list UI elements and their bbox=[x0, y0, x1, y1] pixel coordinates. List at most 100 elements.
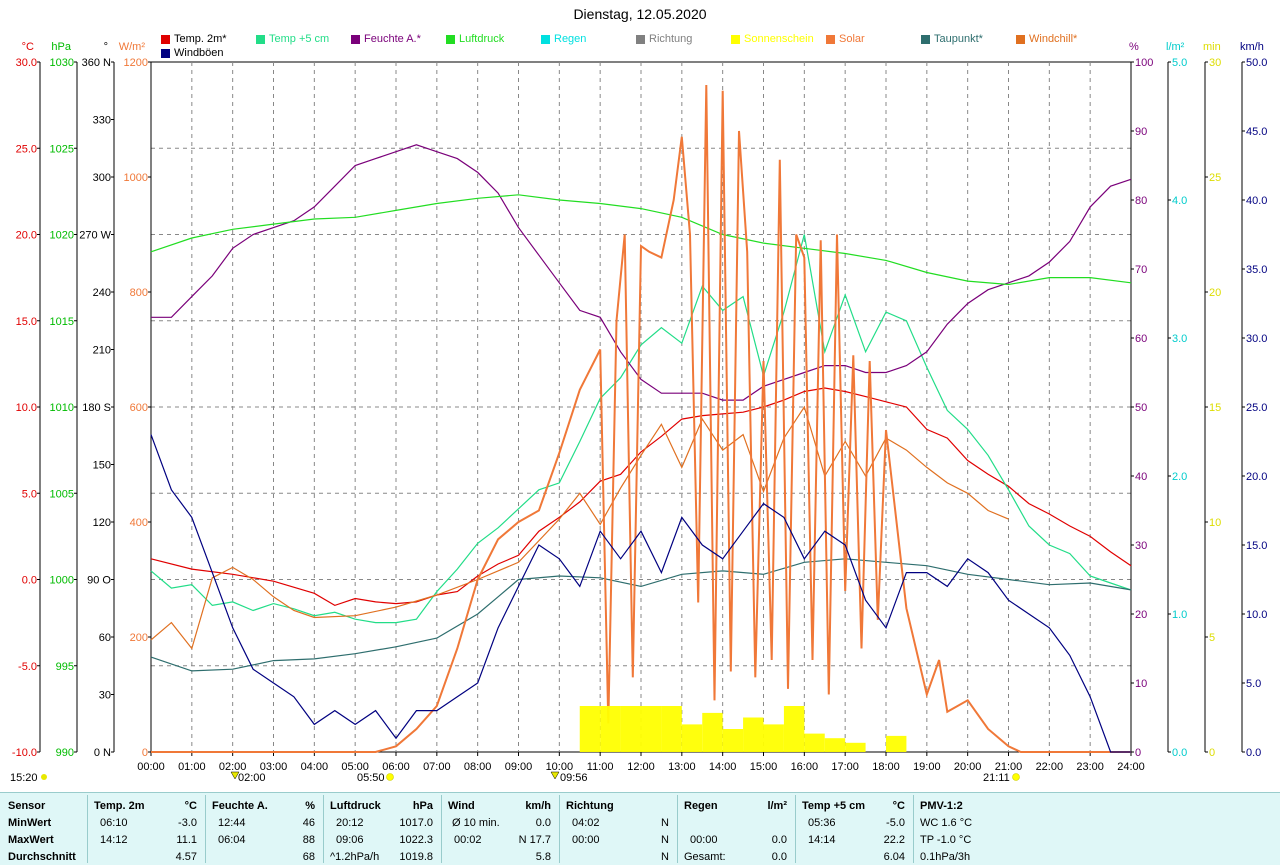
axis-tick-label-humidity: 50 bbox=[1135, 402, 1147, 414]
x-tick-label: 17:00 bbox=[831, 761, 859, 773]
x-tick-label: 02:00 bbox=[219, 761, 247, 773]
sun-noon-icon bbox=[550, 771, 560, 780]
stats-wind-avg-label: Ø 10 min. bbox=[452, 817, 500, 829]
series-line-7 bbox=[150, 434, 1131, 753]
stats-col-temp2m: Temp. 2m °C 06:10 14:12 -3.0 11.1 4.57 bbox=[88, 795, 206, 863]
marker-sun-high: 09:56 bbox=[560, 772, 588, 784]
x-tick-label: 12:00 bbox=[627, 761, 655, 773]
statistics-panel: Sensor MinWert MaxWert Durchschnitt Temp… bbox=[0, 792, 1280, 865]
series-line-6 bbox=[151, 84, 1131, 753]
stats-direction-max-time: 00:00 bbox=[572, 834, 600, 846]
stats-col-temp5cm: Temp +5 cm °C 05:36 14:14 -5.0 22.2 6.04 bbox=[796, 795, 914, 863]
x-tick-label: 03:00 bbox=[260, 761, 288, 773]
series-line-0 bbox=[150, 387, 1132, 607]
stats-temp2m-unit: °C bbox=[184, 800, 197, 812]
legend-label: Temp +5 cm bbox=[269, 33, 330, 45]
sunshine-bar bbox=[845, 742, 866, 752]
sunshine-bar bbox=[763, 724, 784, 752]
x-tick-label: 22:00 bbox=[1036, 761, 1064, 773]
axis-tick-label-humidity: 100 bbox=[1135, 57, 1153, 69]
sunshine-bar bbox=[641, 706, 662, 752]
axis-tick-label-pressure: 1000 bbox=[50, 575, 74, 587]
axis-unit-sunshine: min bbox=[1203, 41, 1221, 53]
stats-pmv-header: PMV-1:2 bbox=[920, 800, 963, 812]
stats-wind-min: 0.0 bbox=[535, 817, 551, 829]
stats-humidity-min-time: 12:44 bbox=[218, 817, 246, 829]
stats-col-pressure: Luftdruck hPa 20:12 09:06 ^1.2hPa/h 1017… bbox=[324, 795, 442, 863]
axis-tick-label-solar: 400 bbox=[130, 517, 148, 529]
sunshine-bar bbox=[600, 706, 621, 752]
axis-tick-label-sunshine: 30 bbox=[1209, 57, 1221, 69]
x-tick-label: 06:00 bbox=[382, 761, 410, 773]
x-tick-label: 05:00 bbox=[341, 761, 369, 773]
axis-tick-label-wind: 10.0 bbox=[1246, 609, 1267, 621]
x-tick-label: 18:00 bbox=[872, 761, 900, 773]
legend-label: Solar bbox=[839, 33, 865, 45]
axis-tick-label-wind: 40.0 bbox=[1246, 195, 1267, 207]
axis-tick-label-rain: 5.0 bbox=[1172, 57, 1187, 69]
axis-tick-label-solar: 1200 bbox=[124, 57, 148, 69]
x-tick-label: 00:00 bbox=[137, 761, 165, 773]
x-tick-label: 14:00 bbox=[709, 761, 737, 773]
stats-wind-max-time: 00:02 bbox=[454, 834, 482, 846]
stats-temp5cm-min: -5.0 bbox=[886, 817, 905, 829]
sunshine-bar bbox=[824, 738, 846, 752]
axis-tick-label-humidity: 30 bbox=[1135, 540, 1147, 552]
legend-item: Windböen bbox=[161, 47, 224, 59]
stats-rain-max: 0.0 bbox=[771, 834, 787, 846]
axis-tick-label-direction: 210 bbox=[93, 345, 111, 357]
stats-row-avg: Durchschnitt bbox=[8, 851, 76, 863]
stats-temp5cm-avg: 6.04 bbox=[883, 851, 905, 863]
axis-tick-label-humidity: 90 bbox=[1135, 126, 1147, 138]
stats-row-max: MaxWert bbox=[8, 834, 54, 846]
axis-tick-label-solar: 0 bbox=[142, 747, 148, 759]
stats-temp2m-min: -3.0 bbox=[178, 817, 197, 829]
stats-direction-header: Richtung bbox=[566, 800, 614, 812]
legend-item: Windchill* bbox=[1016, 33, 1077, 45]
sunshine-bar bbox=[743, 717, 764, 752]
x-tick-label: 13:00 bbox=[668, 761, 696, 773]
legend-label: Windböen bbox=[174, 47, 224, 59]
axis-tick-label-pressure: 1015 bbox=[50, 316, 74, 328]
axis-tick-label-wind: 5.0 bbox=[1246, 678, 1261, 690]
series-line-1 bbox=[150, 234, 1132, 624]
moonset-icon bbox=[230, 771, 240, 780]
axis-tick-label-rain: 1.0 bbox=[1172, 609, 1187, 621]
sunshine-bar bbox=[661, 706, 682, 752]
axis-tick-label-pressure: 1010 bbox=[50, 402, 74, 414]
axis-tick-label-rain: 0.0 bbox=[1172, 747, 1187, 759]
stats-wind-max: N 17.7 bbox=[518, 834, 551, 846]
axis-tick-label-humidity: 0 bbox=[1135, 747, 1141, 759]
stats-direction-min-time: 04:02 bbox=[572, 817, 600, 829]
axis-tick-label-temp: 25.0 bbox=[16, 143, 37, 155]
axis-tick-label-sunshine: 25 bbox=[1209, 172, 1221, 184]
axis-tick-label-humidity: 20 bbox=[1135, 609, 1147, 621]
sunshine-bar bbox=[886, 735, 907, 752]
legend-item: Temp. 2m* bbox=[161, 33, 227, 45]
axis-tick-label-rain: 2.0 bbox=[1172, 471, 1187, 483]
axis-tick-label-temp: 15.0 bbox=[16, 316, 37, 328]
x-tick-label: 24:00 bbox=[1117, 761, 1145, 773]
axis-tick-label-humidity: 70 bbox=[1135, 264, 1147, 276]
axis-tick-label-direction: 30 bbox=[99, 690, 111, 702]
stats-temp5cm-header: Temp +5 cm bbox=[802, 800, 866, 812]
stats-direction-avg: N bbox=[661, 851, 669, 863]
axis-tick-label-pressure: 1025 bbox=[50, 143, 74, 155]
legend-label: Windchill* bbox=[1029, 33, 1078, 45]
sunshine-bar bbox=[620, 706, 641, 752]
axis-tick-label-direction: 0 N bbox=[94, 747, 111, 759]
stats-rain-header: Regen bbox=[684, 800, 718, 812]
axis-unit-rain: l/m² bbox=[1166, 41, 1185, 53]
axis-tick-label-humidity: 60 bbox=[1135, 333, 1147, 345]
stats-pressure-trend: ^1.2hPa/h bbox=[330, 851, 380, 863]
stats-row-min: MinWert bbox=[8, 817, 52, 829]
marker-moonrise: 15:20 bbox=[10, 772, 38, 784]
legend-label: Richtung bbox=[649, 33, 693, 45]
axis-tick-label-humidity: 10 bbox=[1135, 678, 1147, 690]
stats-humidity-avg: 68 bbox=[302, 851, 315, 863]
stats-pressure-unit: hPa bbox=[412, 800, 433, 812]
legend-swatch bbox=[541, 34, 550, 44]
legend-label: Sonnenschein bbox=[744, 33, 814, 45]
axis-tick-label-temp: 10.0 bbox=[16, 402, 37, 414]
legend-swatch bbox=[351, 34, 360, 44]
